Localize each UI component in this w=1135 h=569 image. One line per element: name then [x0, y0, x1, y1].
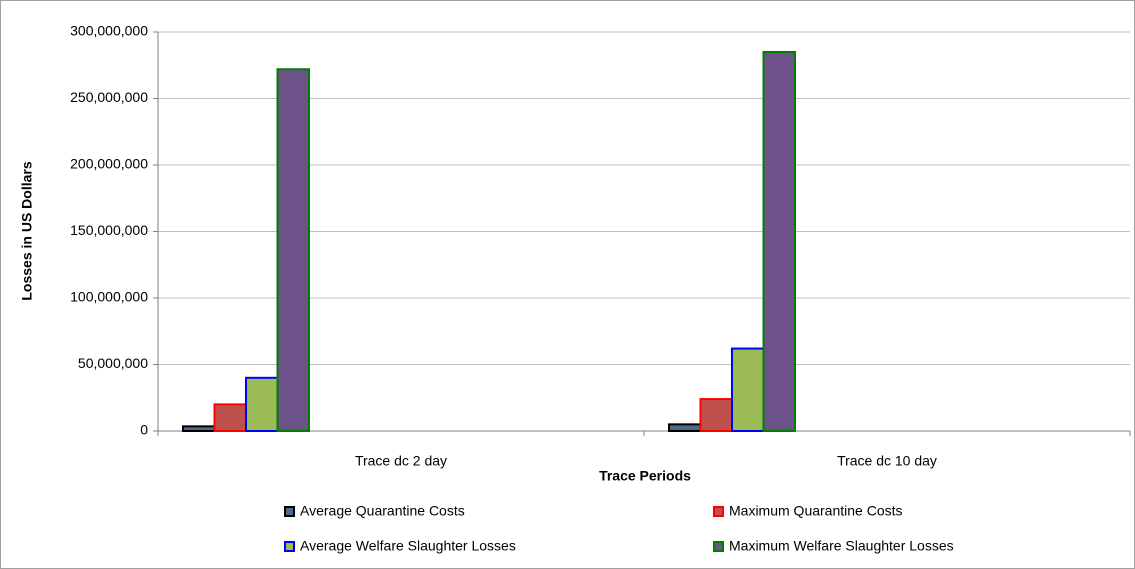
y-tick-label: 200,000,000 — [70, 156, 148, 172]
legend-swatch — [284, 506, 295, 517]
legend-swatch — [713, 506, 724, 517]
legend-label: Maximum Quarantine Costs — [729, 503, 903, 519]
y-axis-title: Losses in US Dollars — [19, 161, 35, 300]
x-tick-label: Trace dc 10 day — [837, 453, 937, 469]
y-tick-label: 0 — [140, 422, 148, 438]
bar — [245, 376, 279, 432]
bar — [276, 68, 310, 433]
y-tick-label: 100,000,000 — [70, 289, 148, 305]
legend-label: Maximum Welfare Slaughter Losses — [729, 538, 954, 554]
x-tick-label: Trace dc 2 day — [355, 453, 447, 469]
legend-label: Average Quarantine Costs — [300, 503, 465, 519]
bar — [213, 403, 247, 432]
y-tick-label: 50,000,000 — [78, 355, 148, 371]
legend-label: Average Welfare Slaughter Losses — [300, 538, 516, 554]
legend-swatch — [713, 541, 724, 552]
bar — [182, 425, 216, 433]
y-tick-label: 300,000,000 — [70, 23, 148, 39]
bar — [668, 423, 702, 433]
bar — [731, 347, 765, 433]
y-tick-label: 250,000,000 — [70, 89, 148, 105]
bar — [762, 50, 796, 432]
y-tick-label: 150,000,000 — [70, 222, 148, 238]
x-axis-title: Trace Periods — [599, 468, 691, 484]
legend-swatch — [284, 541, 295, 552]
bar — [699, 398, 733, 432]
